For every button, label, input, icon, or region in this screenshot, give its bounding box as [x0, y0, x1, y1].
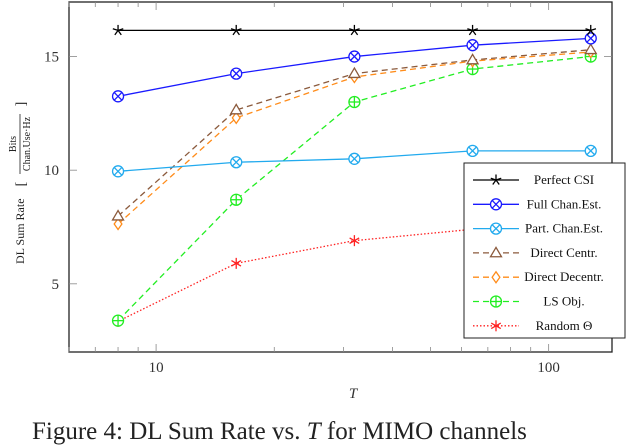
legend-entry: Direct Centr.: [473, 245, 598, 260]
data-point: [585, 24, 597, 36]
legend-marker: [489, 295, 503, 308]
y-axis-title: DL Sum Rate [ Bits Chan.Use·Hz ]: [8, 102, 33, 264]
x-axis-label: T: [349, 386, 359, 402]
legend-label: Direct Centr.: [530, 245, 597, 260]
y-axis-label: DL Sum Rate: [13, 198, 27, 264]
legend-label: Full Chan.Est.: [527, 196, 602, 211]
y-tick-label: 10: [44, 163, 59, 179]
caption-suffix: for MIMO channels: [320, 418, 527, 445]
data-point: [230, 193, 243, 206]
legend-label: Random Θ: [536, 318, 593, 333]
legend-marker: [491, 270, 501, 284]
data-point: [584, 144, 597, 158]
data-point: [466, 144, 479, 158]
x-tick-label: 10: [149, 360, 164, 376]
legend-label: Perfect CSI: [534, 172, 594, 187]
data-point: [230, 156, 243, 169]
legend-marker: [490, 174, 502, 185]
y-tick-label: 5: [52, 277, 60, 293]
series-full-chan-est-: [111, 32, 597, 103]
data-point: [348, 50, 361, 63]
series-part-chan-est-: [111, 144, 597, 178]
chart: 10 100 5 10 15 T DL Sum Rate [ Bits Chan.Use…: [8, 1, 626, 402]
data-point: [467, 24, 478, 36]
y-unit-denominator: Chan.Use·Hz: [22, 116, 33, 171]
data-point: [111, 314, 125, 327]
legend-marker: [489, 246, 503, 258]
legend-label: LS Obj.: [543, 294, 584, 309]
data-point: [113, 217, 123, 231]
data-point: [584, 32, 597, 45]
series-perfect-csi: [112, 24, 597, 36]
caption-prefix: Figure 4: DL Sum Rate vs.: [32, 418, 307, 445]
legend-marker: [489, 222, 503, 235]
legend-entry: Random Θ: [473, 318, 592, 333]
data-point: [112, 24, 124, 36]
data-point: [111, 209, 125, 221]
legend-entry: Direct Decentr.: [473, 269, 604, 284]
data-point: [229, 103, 243, 115]
data-point: [349, 235, 360, 247]
legend-marker: [490, 320, 502, 332]
data-point: [465, 53, 480, 65]
legend-entry: LS Obj.: [473, 294, 585, 309]
data-point: [231, 257, 242, 269]
legend-box: [463, 162, 626, 339]
y-unit-close-bracket: ]: [14, 102, 29, 107]
data-point: [111, 90, 125, 103]
legend-entry: Part. Chan.Est.: [473, 221, 603, 236]
data-point: [231, 111, 241, 125]
figure-caption: Figure 4: DL Sum Rate vs. T for MIMO cha…: [32, 418, 527, 446]
legend-entry: Full Chan.Est.: [473, 196, 601, 211]
data-point: [466, 39, 479, 52]
data-point: [230, 67, 243, 80]
data-point: [466, 62, 479, 76]
legend-label: Part. Chan.Est.: [525, 221, 603, 236]
y-unit-numerator: Bits: [8, 136, 19, 152]
legend: Perfect CSI Full Chan.Est. Part. Chan.Est.…: [463, 162, 626, 339]
data-point: [111, 165, 125, 178]
legend-marker: [489, 198, 503, 211]
y-tick-label: 15: [44, 50, 59, 66]
legend-entry: Perfect CSI: [473, 172, 594, 187]
data-point: [347, 66, 362, 79]
x-tick-label: 100: [537, 360, 560, 376]
series-direct-centr-: [111, 42, 598, 221]
data-point: [348, 152, 361, 165]
caption-variable: T: [306, 418, 321, 445]
legend-label: Direct Decentr.: [524, 269, 603, 284]
data-point: [348, 24, 360, 36]
data-point: [348, 95, 361, 109]
series-ls-obj-: [111, 50, 597, 327]
data-point: [230, 24, 242, 36]
y-unit-open-bracket: [: [14, 181, 29, 186]
data-point: [584, 42, 598, 55]
